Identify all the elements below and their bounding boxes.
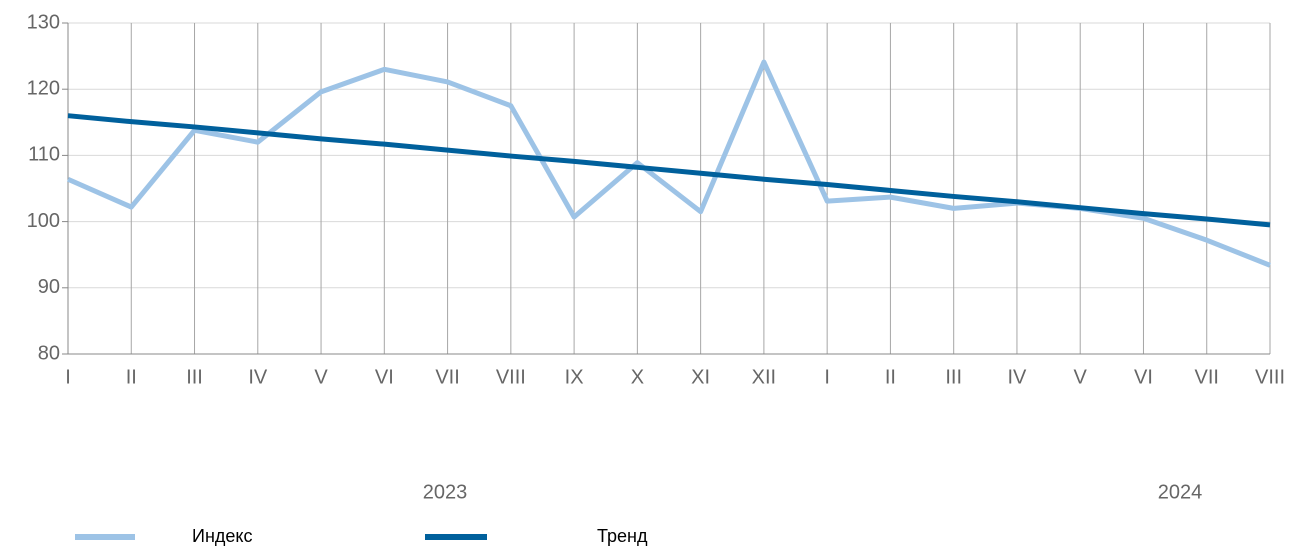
series-line [66,59,1271,268]
x-tick-label: VI [375,366,394,388]
x-tick-label: V [1074,366,1088,388]
x-tick-label: II [126,366,137,388]
series-line [67,113,1271,228]
x-group-label: 2024 [1158,481,1203,503]
x-tick-label: IX [565,366,584,388]
y-tick-label: 100 [27,210,60,232]
x-tick-label: IV [248,366,268,388]
x-tick-label: I [65,366,71,388]
x-tick-label: III [945,366,962,388]
y-tick-label: 110 [28,144,60,166]
x-tick-label: VII [435,366,459,388]
x-tick-label: XII [752,366,776,388]
x-tick-label: V [314,366,328,388]
x-tick-label: I [824,366,830,388]
x-tick-label: VIII [496,366,526,388]
x-tick-label: VI [1134,366,1153,388]
y-tick-label: 90 [38,276,60,298]
x-tick-label: IV [1007,366,1027,388]
x-tick-label: VIII [1255,366,1285,388]
y-tick-label: 120 [27,77,60,99]
x-group-label: 2023 [423,481,468,503]
x-tick-label: XI [691,366,710,388]
legend-label: Тренд [597,526,648,546]
x-tick-label: VII [1195,366,1219,388]
x-tick-label: II [885,366,896,388]
x-tick-label: III [186,366,203,388]
legend-label: Индекс [192,526,252,546]
y-tick-label: 130 [27,11,60,33]
x-tick-label: X [631,366,644,388]
y-tick-label: 80 [38,342,60,364]
